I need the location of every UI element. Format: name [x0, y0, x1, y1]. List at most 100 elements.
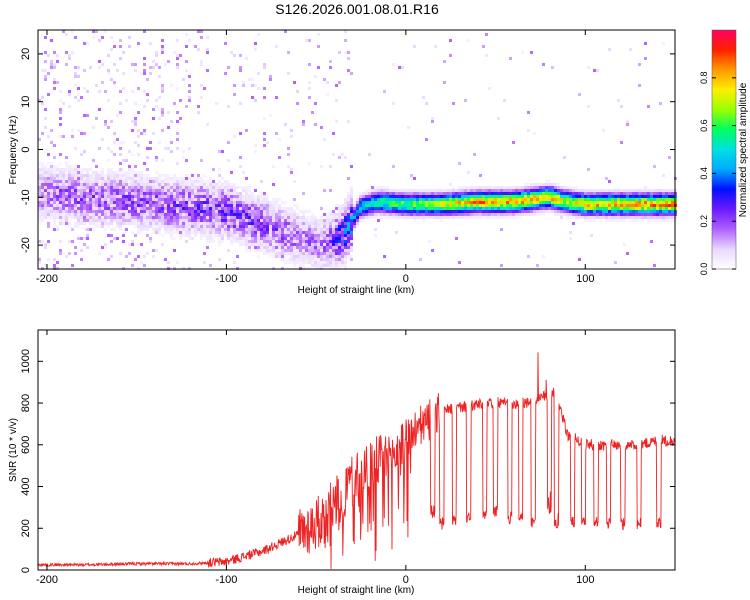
spectrogram-cell — [530, 210, 533, 213]
spectrogram-cell — [317, 66, 320, 69]
spectrogram-cell — [575, 204, 578, 207]
spectrogram-cell — [302, 120, 305, 123]
spectrogram-cell — [533, 192, 536, 195]
spectrogram-cell — [230, 51, 233, 54]
spectrogram-cell — [344, 231, 347, 234]
spectrogram-cell — [641, 207, 644, 210]
spectrogram-cell — [353, 222, 356, 225]
spectrogram-cell — [305, 243, 308, 246]
spectrogram-cell — [530, 201, 533, 204]
spectrogram-cell — [155, 204, 158, 207]
spectrogram-cell — [74, 84, 77, 87]
spectrogram-cell — [470, 198, 473, 201]
spectrogram-cell — [293, 249, 296, 252]
spectrogram-cell — [215, 102, 218, 105]
spectrogram-cell — [557, 198, 560, 201]
spectrogram-cell — [131, 207, 134, 210]
spectrogram-cell — [143, 129, 146, 132]
spectrogram-cell — [605, 189, 608, 192]
spectrogram-cell — [239, 102, 242, 105]
spectrogram-cell — [221, 225, 224, 228]
spectrogram-cell — [251, 192, 254, 195]
spectrogram-cell — [44, 174, 47, 177]
spectrogram-cell — [359, 195, 362, 198]
spectrogram-cell — [419, 195, 422, 198]
spectrogram-cell — [608, 195, 611, 198]
spectrogram-cell — [617, 219, 620, 222]
spectrogram-cell — [335, 216, 338, 219]
spectrogram-cell — [578, 198, 581, 201]
spectrogram-cell — [89, 180, 92, 183]
spectrogram-cell — [566, 195, 569, 198]
spectrogram-cell — [458, 195, 461, 198]
spectrogram-cell — [86, 183, 89, 186]
spectrogram-cell — [338, 246, 341, 249]
spectrogram-cell — [542, 204, 545, 207]
spectrogram-cell — [566, 189, 569, 192]
spectrogram-cell — [593, 216, 596, 219]
spectrogram-cell — [335, 264, 338, 267]
spectrogram-cell — [401, 195, 404, 198]
spectrogram-cell — [224, 204, 227, 207]
spectrogram-cell — [269, 207, 272, 210]
spectrogram-cell — [143, 90, 146, 93]
spectrogram-cell — [644, 192, 647, 195]
spectrogram-cell — [479, 195, 482, 198]
spectrogram-cell — [311, 237, 314, 240]
spectrogram-cell — [461, 204, 464, 207]
spectrogram-cell — [383, 204, 386, 207]
spectrogram-cell — [80, 186, 83, 189]
spectrogram-cell — [74, 186, 77, 189]
spectrogram-cell — [47, 195, 50, 198]
spectrogram-cell — [158, 96, 161, 99]
spectrogram-cell — [410, 192, 413, 195]
spectrogram-cell — [641, 216, 644, 219]
spectrogram-cell — [47, 168, 50, 171]
spectrogram-cell — [92, 192, 95, 195]
spectrogram-cell — [491, 201, 494, 204]
spectrogram-cell — [122, 195, 125, 198]
spectrogram-cell — [164, 189, 167, 192]
spectrogram-cell — [194, 183, 197, 186]
spectrogram-cell — [329, 210, 332, 213]
spectrogram-cell — [281, 258, 284, 261]
spectrogram-cell — [266, 231, 269, 234]
spectrogram-cell — [215, 186, 218, 189]
spectrogram-cell — [170, 219, 173, 222]
spectrogram-cell — [197, 180, 200, 183]
spectrogram-cell — [254, 234, 257, 237]
snr-frame — [37, 329, 676, 571]
spectrogram-cell — [347, 246, 350, 249]
spectrogram-cell — [41, 195, 44, 198]
spectrogram-cell — [56, 54, 59, 57]
spectrogram-cell — [59, 162, 62, 165]
spectrogram-cell — [257, 195, 260, 198]
spectrogram-cell — [275, 237, 278, 240]
spectrogram-cell — [146, 180, 149, 183]
spectrogram-cell — [158, 183, 161, 186]
spectrogram-cell — [281, 228, 284, 231]
spectrogram-cell — [188, 216, 191, 219]
spectrogram-cell — [587, 105, 590, 108]
spectrogram-cell — [332, 216, 335, 219]
spectrogram-cell — [260, 201, 263, 204]
spectrogram-cell — [149, 237, 152, 240]
spectrogram-cell — [56, 186, 59, 189]
spectrogram-cell — [143, 204, 146, 207]
spectrogram-cell — [53, 222, 56, 225]
spectrogram-cell — [326, 264, 329, 267]
spectrogram-cell — [68, 213, 71, 216]
spectrogram-cell — [581, 201, 584, 204]
spectrogram-cell — [263, 243, 266, 246]
spectrogram-cell — [275, 222, 278, 225]
spectrogram-cell — [230, 243, 233, 246]
spectrogram-cell — [494, 198, 497, 201]
spectrogram-cell — [383, 255, 386, 258]
spectrogram-cell — [287, 222, 290, 225]
spectrogram-cell — [257, 246, 260, 249]
spectrogram-cell — [227, 234, 230, 237]
spectrogram-cell — [614, 261, 617, 264]
spectrogram-cell — [470, 189, 473, 192]
spectrogram-cell — [80, 213, 83, 216]
spectrogram-cell — [176, 111, 179, 114]
